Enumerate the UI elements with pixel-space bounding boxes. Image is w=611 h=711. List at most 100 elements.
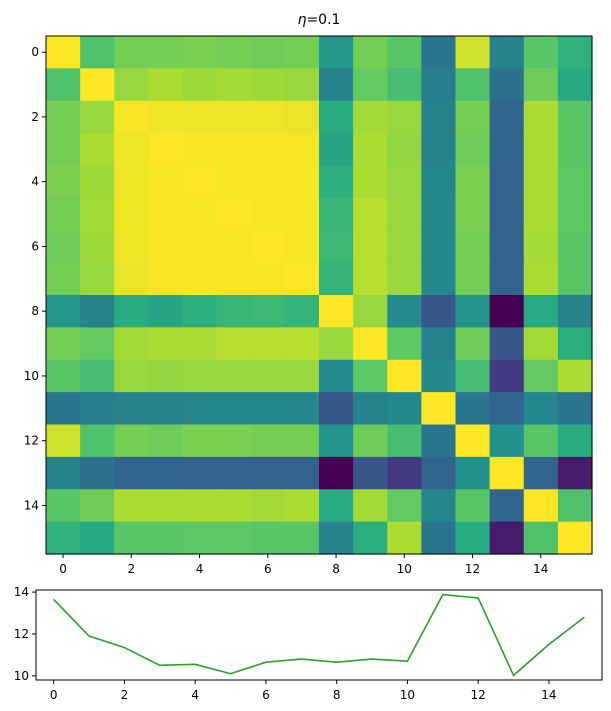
heatmap-cell-r8-c13 xyxy=(489,295,525,328)
heatmap-cell-r9-c15 xyxy=(557,327,593,361)
heatmap-cell-r0-c4 xyxy=(182,36,218,69)
heatmap-x-tick-label: 8 xyxy=(332,562,340,576)
heatmap-cell-r13-c11 xyxy=(421,456,457,490)
heatmap-cell-r10-c5 xyxy=(216,359,252,393)
heatmap-cell-r12-c0 xyxy=(46,424,81,458)
heatmap-cell-r10-c9 xyxy=(353,359,388,393)
heatmap-cell-r15-c13 xyxy=(489,521,525,555)
heatmap-cell-r6-c14 xyxy=(523,230,559,264)
heatmap-cell-r3-c13 xyxy=(489,133,525,167)
heatmap-cell-r10-c7 xyxy=(284,359,320,393)
heatmap-cell-r5-c9 xyxy=(353,197,388,231)
heatmap-cell-r2-c1 xyxy=(80,100,115,134)
line-panel: 0 2 4 6 8 10 12 14 10 12 14 xyxy=(14,585,603,702)
heatmap-cell-r5-c15 xyxy=(557,197,593,231)
heatmap-cell-r3-c11 xyxy=(421,133,457,167)
heatmap-cell-r10-c11 xyxy=(421,359,457,393)
heatmap-cell-r4-c2 xyxy=(114,165,149,199)
heatmap-cell-r10-c4 xyxy=(182,359,218,393)
line-x-tick-label: 0 xyxy=(50,688,58,702)
heatmap-cell-r5-c10 xyxy=(387,197,422,231)
heatmap-cell-r12-c2 xyxy=(114,424,149,458)
line-series xyxy=(53,593,585,677)
heatmap-cell-r6-c8 xyxy=(319,230,354,264)
heatmap-cell-r10-c12 xyxy=(455,359,491,393)
heatmap-cell-r7-c8 xyxy=(319,262,354,296)
heatmap-cell-r15-c6 xyxy=(250,521,286,555)
heatmap-cell-r9-c1 xyxy=(80,327,115,361)
line-x-axis: 0 2 4 6 8 10 12 14 xyxy=(50,680,557,702)
heatmap-cell-r13-c3 xyxy=(148,456,184,490)
heatmap-cell-r8-c6 xyxy=(250,295,286,328)
heatmap-cell-r1-c6 xyxy=(250,68,286,102)
heatmap-cell-r6-c7 xyxy=(284,230,320,264)
heatmap-cell-r10-c0 xyxy=(46,359,81,393)
heatmap-cell-r2-c8 xyxy=(319,100,354,134)
heatmap-cell-r12-c14 xyxy=(523,424,559,458)
heatmap-cell-r8-c12 xyxy=(455,295,491,328)
heatmap-cell-r2-c9 xyxy=(353,100,388,134)
heatmap-cell-r7-c13 xyxy=(489,262,525,296)
heatmap-cell-r7-c1 xyxy=(80,262,115,296)
heatmap-cell-r4-c5 xyxy=(216,165,252,199)
line-frame xyxy=(35,589,603,681)
heatmap-cell-r15-c4 xyxy=(182,521,218,555)
heatmap-cell-r15-c5 xyxy=(216,521,252,555)
line-y-tick-label: 12 xyxy=(14,627,29,641)
heatmap-cell-r12-c3 xyxy=(148,424,184,458)
heatmap-cell-r11-c8 xyxy=(319,392,354,426)
heatmap-cell-r1-c0 xyxy=(46,68,81,102)
heatmap-cell-r2-c4 xyxy=(182,100,218,134)
heatmap-cell-r1-c1 xyxy=(80,68,115,102)
heatmap-y-tick-label: 6 xyxy=(31,239,39,253)
heatmap-cell-r6-c11 xyxy=(421,230,457,264)
heatmap-cell-r8-c1 xyxy=(80,295,115,328)
heatmap-cell-r1-c8 xyxy=(319,68,354,102)
heatmap-cell-r14-c0 xyxy=(46,489,81,523)
line-y-tick-label: 14 xyxy=(14,585,29,599)
heatmap-cell-r13-c2 xyxy=(114,456,149,490)
heatmap-x-tick-label: 12 xyxy=(465,562,480,576)
heatmap-cell-r3-c12 xyxy=(455,133,491,167)
heatmap-y-tick-label: 4 xyxy=(31,175,39,189)
heatmap-cell-r12-c11 xyxy=(421,424,457,458)
heatmap-cell-r12-c12 xyxy=(455,424,491,458)
heatmap-cell-r4-c4 xyxy=(182,165,218,199)
heatmap-cell-r7-c12 xyxy=(455,262,491,296)
heatmap-cell-r3-c8 xyxy=(319,133,354,167)
heatmap-cell-r14-c12 xyxy=(455,489,491,523)
heatmap-cell-r5-c1 xyxy=(80,197,115,231)
heatmap-cell-r15-c8 xyxy=(319,521,354,555)
heatmap-cell-r15-c15 xyxy=(557,521,593,555)
heatmap-cell-r13-c14 xyxy=(523,456,559,490)
heatmap-cell-r9-c0 xyxy=(46,327,81,361)
heatmap-cell-r7-c3 xyxy=(148,262,184,296)
heatmap-cell-r8-c11 xyxy=(421,295,457,328)
heatmap-cell-r7-c15 xyxy=(557,262,593,296)
heatmap-x-tick-label: 0 xyxy=(59,562,67,576)
line-x-tick-label: 8 xyxy=(333,688,341,702)
heatmap-cell-r3-c14 xyxy=(523,133,559,167)
heatmap-cell-r12-c10 xyxy=(387,424,422,458)
heatmap-cell-r13-c6 xyxy=(250,456,286,490)
heatmap-cell-r0-c0 xyxy=(46,36,81,69)
heatmap-cell-r6-c1 xyxy=(80,230,115,264)
heatmap-cell-r4-c10 xyxy=(387,165,422,199)
heatmap-cell-r6-c2 xyxy=(114,230,149,264)
heatmap-cell-r0-c13 xyxy=(489,36,525,69)
heatmap-cell-r13-c0 xyxy=(46,456,81,490)
heatmap-cell-r4-c8 xyxy=(319,165,354,199)
heatmap-cell-r5-c3 xyxy=(148,197,184,231)
heatmap-cell-r13-c7 xyxy=(284,456,320,490)
heatmap-cell-r15-c1 xyxy=(80,521,115,555)
heatmap-cell-r13-c9 xyxy=(353,456,388,490)
heatmap-cell-r2-c11 xyxy=(421,100,457,134)
heatmap-cell-r14-c10 xyxy=(387,489,422,523)
heatmap-cell-r5-c13 xyxy=(489,197,525,231)
heatmap-cell-r14-c1 xyxy=(80,489,115,523)
heatmap-cell-r11-c5 xyxy=(216,392,252,426)
heatmap-cell-r1-c11 xyxy=(421,68,457,102)
heatmap-cell-r4-c13 xyxy=(489,165,525,199)
heatmap-cell-r1-c3 xyxy=(148,68,184,102)
